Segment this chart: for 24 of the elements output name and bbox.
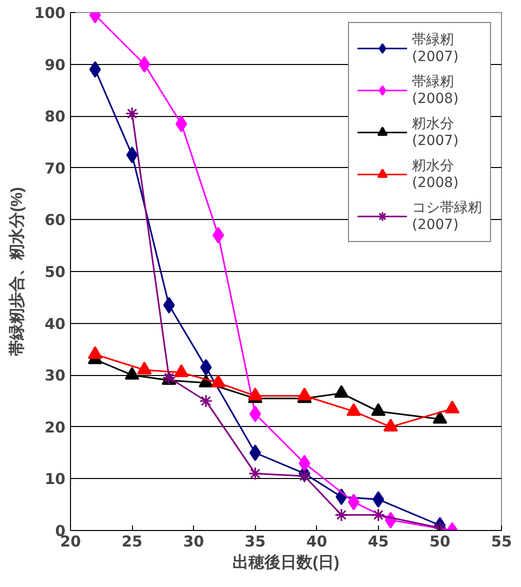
legend-label: 籾水分 (2007) (412, 115, 459, 149)
legend-label: 帯緑籾 (2007) (412, 31, 459, 65)
y-tick-label: 20 (44, 418, 66, 436)
x-axis-title: 出穂後日数(日) (232, 554, 340, 572)
legend-label: 帯緑籾 (2008) (412, 73, 459, 107)
x-tick-label: 40 (306, 532, 328, 550)
y-tick-label: 10 (44, 470, 66, 488)
x-tick-label: 50 (429, 532, 450, 550)
y-tick-label: 70 (44, 159, 66, 178)
legend-label: 籾水分 (2008) (412, 157, 459, 191)
y-tick-label: 50 (44, 263, 66, 281)
y-tick-label: 90 (44, 56, 66, 74)
x-tick-label: 25 (122, 532, 143, 550)
x-tick-label: 30 (183, 532, 204, 550)
y-tick-label: 80 (44, 108, 66, 126)
y-tick-label: 40 (44, 314, 66, 333)
y-tick-label: 100 (34, 4, 66, 22)
y-tick-label: 60 (44, 211, 66, 230)
x-tick-label: 55 (491, 532, 512, 550)
y-axis-title: 帯緑籾歩合、籾水分(%) (8, 187, 26, 356)
y-tick-label: 30 (44, 366, 66, 385)
legend-label: コシ帯緑籾 (2007) (412, 199, 482, 233)
x-tick-label: 45 (368, 532, 389, 550)
x-tick-label: 35 (244, 532, 266, 550)
